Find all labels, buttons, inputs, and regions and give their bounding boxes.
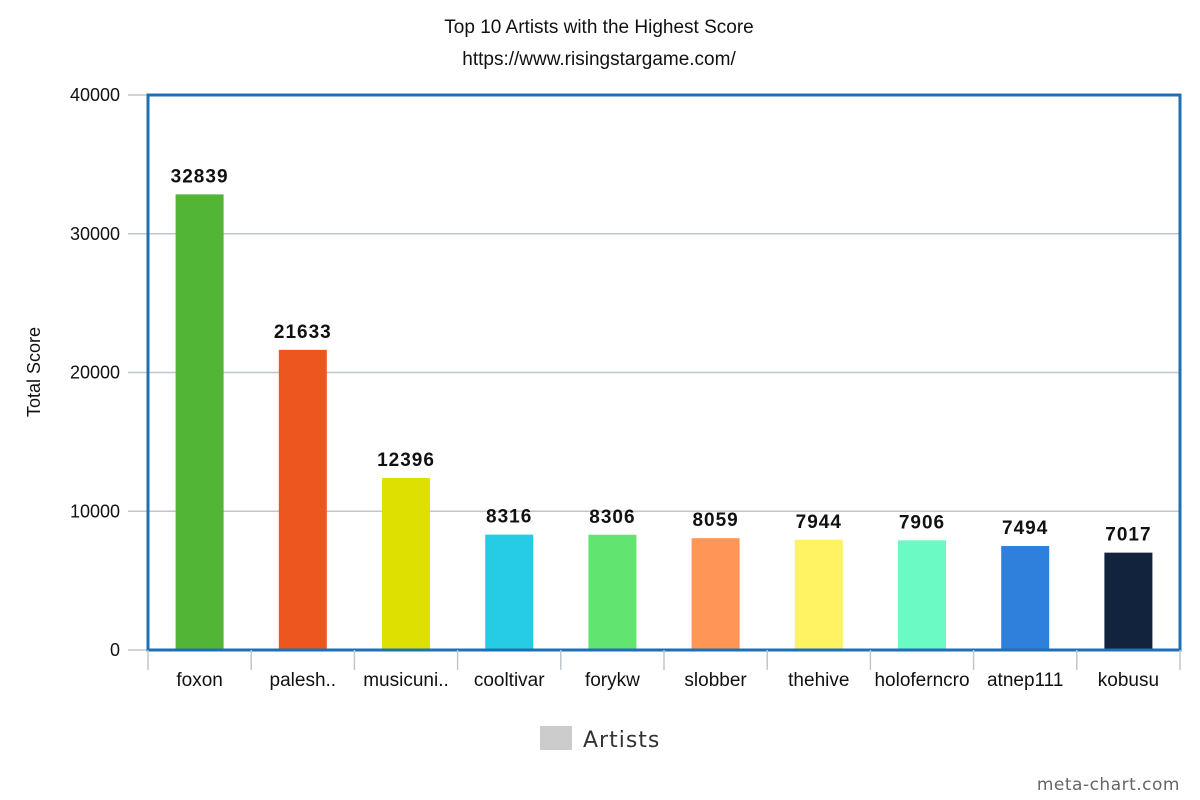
bar-holoferncro [898, 540, 946, 650]
bars [175, 194, 1153, 650]
data-label: 8059 [692, 510, 738, 531]
data-label: 8316 [486, 507, 532, 528]
bar-slobber [691, 538, 740, 650]
bar-forykw [588, 534, 637, 650]
bar-cooltivar [485, 534, 534, 650]
category-label: kobusu [1098, 670, 1159, 691]
category-label: slobber [684, 670, 747, 691]
data-label: 8306 [589, 507, 635, 528]
data-labels: 32839 21633 12396 8316 8306 8059 7944 7906 7494 7… [171, 166, 1151, 546]
bar-foxon [175, 194, 224, 650]
x-axis-ticks [147, 650, 1181, 670]
y-tick-label: 20000 [70, 363, 120, 383]
data-label: 7906 [899, 512, 945, 533]
category-label: thehive [788, 670, 849, 691]
category-label: palesh.. [270, 670, 337, 691]
bar-palesh [278, 349, 327, 650]
legend: Artists [540, 726, 660, 753]
legend-swatch [540, 726, 572, 750]
y-tick-label: 0 [110, 640, 120, 660]
data-label: 32839 [171, 166, 229, 187]
chart-title: Top 10 Artists with the Highest Score [444, 17, 753, 38]
legend-label: Artists [583, 728, 660, 753]
y-tick-label: 10000 [70, 501, 120, 521]
data-label: 21633 [274, 322, 332, 343]
data-label: 7017 [1105, 525, 1151, 546]
bar-atnep111 [1001, 546, 1050, 650]
category-label: holoferncro [874, 670, 969, 691]
y-tick-label: 40000 [70, 85, 120, 105]
bar-kobusu [1104, 552, 1153, 650]
category-label: cooltivar [474, 670, 545, 691]
data-label: 12396 [377, 450, 435, 471]
data-label: 7944 [796, 512, 842, 533]
bar-musicuni [382, 478, 430, 650]
y-axis-title: Total Score [24, 327, 44, 417]
chart-subtitle: https://www.risingstargame.com/ [462, 49, 736, 70]
watermark: meta-chart.com [1037, 775, 1180, 795]
category-label: atnep111 [987, 670, 1063, 691]
category-labels: foxon palesh.. musicuni.. cooltivar forykw sl… [176, 670, 1159, 691]
category-label: musicuni.. [363, 670, 449, 691]
category-label: foxon [176, 670, 222, 691]
data-label: 7494 [1002, 518, 1048, 539]
bar-thehive [794, 539, 843, 650]
y-tick-label: 30000 [70, 224, 120, 244]
category-label: forykw [585, 670, 640, 691]
y-axis-ticks: 0 10000 20000 30000 40000 [70, 85, 148, 660]
